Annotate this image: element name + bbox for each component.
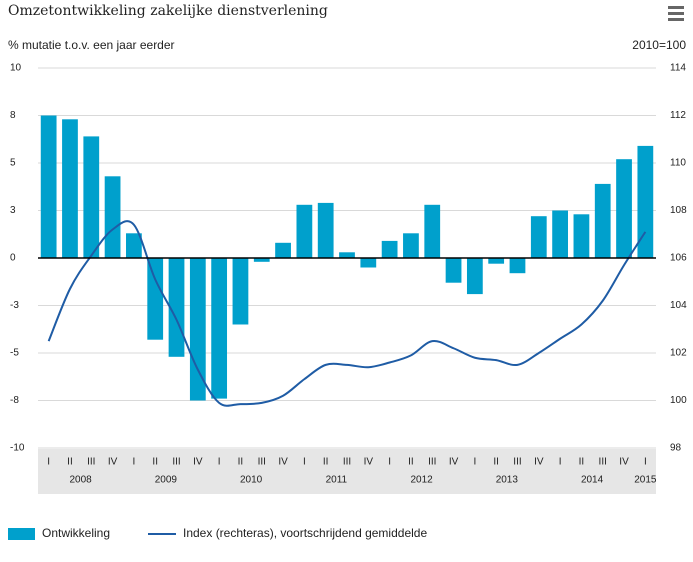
bar [594, 183, 611, 258]
y-tick-label: -8 [10, 395, 19, 406]
x-tick-label: II [152, 457, 158, 468]
x-tick-label: III [428, 457, 436, 468]
x-tick-label: II [323, 457, 329, 468]
bar [616, 159, 632, 258]
year-label: 2010 [240, 475, 263, 486]
bar [445, 258, 462, 283]
x-tick-label: III [599, 457, 607, 468]
x-tick-label: IV [278, 457, 288, 468]
x-tick-label: I [644, 457, 647, 468]
y2-tick-label: 104 [670, 300, 687, 311]
y2-tick-label: 102 [670, 348, 687, 359]
x-tick-label: I [47, 457, 50, 468]
bar [530, 216, 547, 258]
x-tick-label: II [238, 457, 244, 468]
x-tick-label: IV [108, 457, 118, 468]
bar [403, 233, 419, 258]
bar [360, 258, 377, 268]
year-label: 2013 [496, 475, 519, 486]
x-tick-label: I [473, 457, 476, 468]
x-tick-label: I [303, 457, 306, 468]
y2-tick-label: 112 [670, 110, 686, 121]
line [47, 220, 647, 407]
year-label: 2009 [155, 475, 178, 486]
x-tick-label: IV [364, 457, 374, 468]
y-tick-label: -3 [10, 300, 19, 311]
y2-tick-label: 110 [670, 158, 686, 169]
y-tick-label: 0 [10, 253, 16, 264]
menu-button[interactable] [668, 6, 684, 21]
bar [168, 258, 185, 357]
legend-label: Ontwikkeling [42, 526, 110, 540]
x-tick-label: III [258, 457, 266, 468]
x-tick-label: III [513, 457, 521, 468]
y-tick-label: 5 [10, 158, 16, 169]
y-tick-label: 10 [10, 63, 22, 74]
bar [573, 214, 590, 258]
year-label: 2011 [326, 475, 348, 486]
bar [253, 258, 270, 262]
x-tick-label: II [493, 457, 499, 468]
year-label: 2008 [69, 475, 92, 486]
year-label: 2012 [410, 475, 433, 486]
x-tick-label: I [559, 457, 562, 468]
bar [147, 258, 164, 340]
x-tick-label: II [579, 457, 585, 468]
legend-swatch [8, 528, 35, 540]
bar [317, 202, 334, 258]
y2-tick-label: 98 [670, 443, 682, 454]
bar [40, 115, 57, 258]
x-axis-band [38, 449, 656, 494]
bar [552, 210, 568, 258]
x-tick-label: II [408, 457, 414, 468]
x-tick-label: IV [534, 457, 544, 468]
bar [126, 233, 142, 258]
menu-bar [668, 6, 684, 9]
menu-bar [668, 12, 684, 15]
bar [424, 204, 441, 258]
bar [189, 258, 206, 401]
y2-tick-label: 114 [670, 63, 686, 74]
bar [339, 252, 355, 258]
bar [232, 258, 249, 325]
bar [509, 258, 526, 274]
bar [211, 258, 228, 399]
x-tick-label: III [172, 457, 180, 468]
year-label: 2014 [581, 475, 604, 486]
x-tick-label: IV [619, 457, 629, 468]
bar [637, 145, 654, 258]
bar [488, 258, 505, 264]
y-tick-label: 3 [10, 205, 16, 216]
bar [296, 204, 313, 258]
y-tick-label: -10 [10, 443, 25, 454]
y2-tick-label: 106 [670, 253, 687, 264]
chart-title: Omzetontwikkeling zakelijke dienstverlen… [8, 3, 328, 19]
x-tick-label: IV [449, 457, 459, 468]
legend-label: Index (rechteras), voortschrijdend gemid… [183, 526, 427, 540]
x-tick-label: II [67, 457, 73, 468]
x-tick-label: I [133, 457, 136, 468]
y2-tick-label: 100 [670, 395, 687, 406]
y2-axis-label: 2010=100 [632, 38, 686, 52]
y-tick-label: 8 [10, 110, 16, 121]
x-tick-label: I [388, 457, 391, 468]
x-tick-label: III [343, 457, 351, 468]
bar [381, 240, 398, 258]
y2-tick-label: 108 [670, 205, 687, 216]
menu-bar [668, 18, 684, 21]
bar [275, 242, 291, 258]
y-tick-label: -5 [10, 348, 19, 359]
x-tick-label: I [218, 457, 221, 468]
bar [466, 258, 483, 295]
x-tick-label: IV [193, 457, 203, 468]
bar [104, 176, 121, 258]
bar [62, 119, 78, 258]
year-label: 2015 [634, 475, 657, 486]
y-axis-label: % mutatie t.o.v. een jaar eerder [8, 38, 175, 52]
bar [83, 136, 100, 258]
x-tick-label: III [87, 457, 95, 468]
